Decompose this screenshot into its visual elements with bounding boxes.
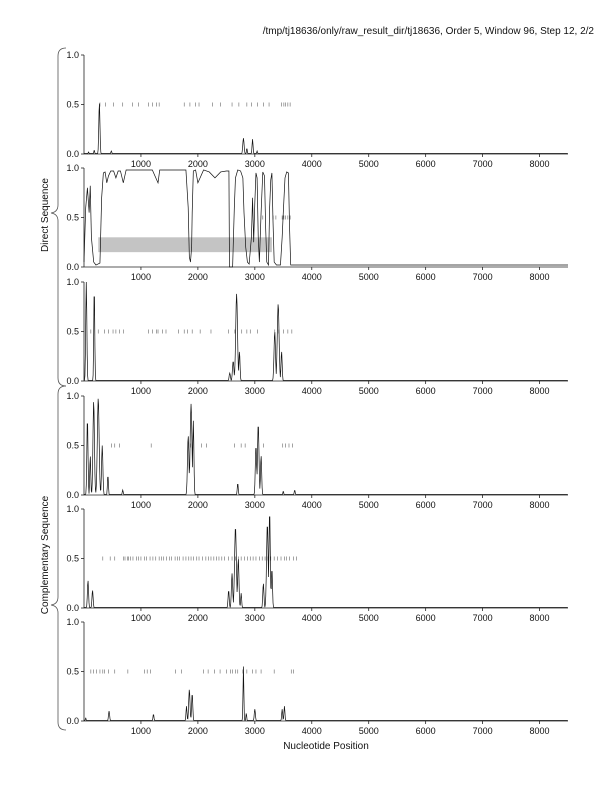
y-tick-label: 0.0: [66, 149, 79, 159]
x-tick-label: 2000: [188, 500, 208, 510]
x-tick-label: 4000: [302, 159, 322, 169]
direct-group-brace: [50, 47, 67, 387]
y-tick-label: 0.5: [66, 213, 79, 223]
x-tick-label: 8000: [530, 386, 550, 396]
x-tick-label: 6000: [416, 613, 436, 623]
panel-6: 0.0 0.5 1.0 1000 2000 3000 4000 5000 6000 7000 800…: [66, 617, 568, 736]
y-tick-label: 0.0: [66, 716, 79, 726]
x-tick-label: 8000: [530, 726, 550, 736]
x-tick-label: 4000: [302, 726, 322, 736]
x-tick-label: 7000: [473, 613, 493, 623]
x-tick-label: 6000: [416, 272, 436, 282]
series-line: [84, 398, 568, 495]
x-tick-label: 5000: [359, 726, 379, 736]
series-line: [84, 516, 568, 608]
x-tick-label: 3000: [245, 272, 265, 282]
y-tick-label: 0.5: [66, 554, 79, 564]
y-tick-label: 0.0: [66, 603, 79, 613]
y-tick-label: 0.0: [66, 262, 79, 272]
x-tick-label: 6000: [416, 726, 436, 736]
x-tick-label: 4000: [302, 500, 322, 510]
plot-panels: 0.0 0.5 1.0 1000 2000 3000 4000 5000 6000 7000 800…: [66, 50, 568, 736]
y-tick-label: 1.0: [66, 50, 79, 60]
series-line: [84, 666, 568, 721]
x-tick-label: 1000: [131, 159, 151, 169]
x-tick-label: 7000: [473, 500, 493, 510]
x-tick-label: 4000: [302, 272, 322, 282]
y-tick-label: 0.0: [66, 490, 79, 500]
y-tick-label: 0.5: [66, 441, 79, 451]
x-tick-label: 1000: [131, 726, 151, 736]
x-tick-label: 1000: [131, 272, 151, 282]
x-tick-label: 5000: [359, 272, 379, 282]
y-tick-label: 0.0: [66, 376, 79, 386]
direct-group-label: Direct Sequence: [40, 178, 51, 252]
panel-4: 0.0 0.5 1.0 1000 2000 3000 4000 5000 6000 7000 800…: [66, 391, 568, 510]
complementary-group-label: Complementary Sequence: [40, 495, 51, 614]
x-tick-label: 2000: [188, 386, 208, 396]
shaded-band: [98, 237, 272, 253]
series-line: [83, 281, 568, 382]
x-tick-label: 7000: [473, 159, 493, 169]
x-tick-label: 1000: [131, 613, 151, 623]
panel-2: 0.0 0.5 1.0 1000 2000 3000 4000 5000 6000 7000 800…: [66, 163, 568, 282]
x-tick-label: 3000: [245, 726, 265, 736]
x-tick-label: 2000: [188, 159, 208, 169]
complementary-group-brace: [50, 385, 67, 731]
x-tick-label: 8000: [530, 500, 550, 510]
x-tick-label: 7000: [473, 386, 493, 396]
x-tick-label: 3000: [245, 500, 265, 510]
x-tick-label: 3000: [245, 386, 265, 396]
x-tick-label: 1000: [131, 386, 151, 396]
x-tick-label: 4000: [302, 613, 322, 623]
x-tick-label: 5000: [359, 386, 379, 396]
y-tick-label: 1.0: [66, 277, 79, 287]
x-tick-label: 3000: [245, 613, 265, 623]
y-tick-label: 0.5: [66, 327, 79, 337]
x-axis-label: Nucleotide Position: [283, 741, 369, 752]
y-tick-label: 1.0: [66, 391, 79, 401]
x-tick-label: 2000: [188, 272, 208, 282]
x-tick-label: 8000: [530, 159, 550, 169]
x-tick-label: 5000: [359, 613, 379, 623]
y-tick-label: 1.0: [66, 163, 79, 173]
series-line: [84, 103, 568, 154]
x-tick-label: 3000: [245, 159, 265, 169]
x-tick-label: 1000: [131, 500, 151, 510]
x-tick-label: 6000: [416, 386, 436, 396]
x-tick-label: 4000: [302, 386, 322, 396]
x-tick-label: 2000: [188, 726, 208, 736]
series-line: [83, 169, 568, 268]
page-title: /tmp/tj18636/only/raw_result_dir/tj18636…: [262, 26, 594, 37]
y-tick-label: 1.0: [66, 617, 79, 627]
y-tick-label: 0.5: [66, 667, 79, 677]
x-tick-label: 6000: [416, 159, 436, 169]
y-tick-label: 0.5: [66, 100, 79, 110]
x-tick-label: 5000: [359, 159, 379, 169]
panel-5: 0.0 0.5 1.0 1000 2000 3000 4000 5000 6000 7000 800…: [66, 504, 568, 623]
x-tick-label: 5000: [359, 500, 379, 510]
x-tick-label: 2000: [188, 613, 208, 623]
x-tick-label: 7000: [473, 272, 493, 282]
y-tick-label: 1.0: [66, 504, 79, 514]
panel-1: 0.0 0.5 1.0 1000 2000 3000 4000 5000 6000 7000 800…: [66, 50, 568, 169]
panel-3: 0.0 0.5 1.0 1000 2000 3000 4000 5000 6000 7000 800…: [66, 277, 568, 396]
x-tick-label: 8000: [530, 613, 550, 623]
x-tick-label: 6000: [416, 500, 436, 510]
x-tick-label: 7000: [473, 726, 493, 736]
x-tick-label: 8000: [530, 272, 550, 282]
